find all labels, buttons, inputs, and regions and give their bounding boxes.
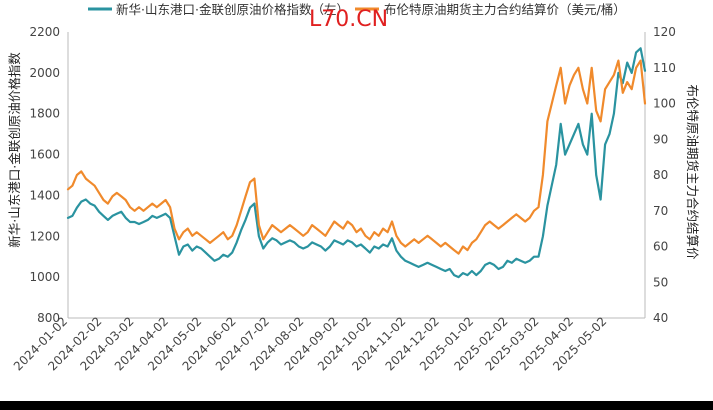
right-tick-label: 90 [653, 132, 668, 146]
left-tick-label: 1000 [29, 270, 60, 284]
right-tick-label: 80 [653, 168, 668, 182]
left-tick-label: 1600 [29, 148, 60, 162]
left-tick-label: 800 [37, 311, 60, 325]
left-tick-label: 1200 [29, 229, 60, 243]
legend-label-series1: 新华·山东港口·金联创原油价格指数（左） [116, 2, 349, 17]
right-tick-label: 40 [653, 311, 668, 325]
watermark-text: L70.CN [309, 7, 388, 32]
right-tick-label: 110 [653, 61, 676, 75]
left-tick-label: 1800 [29, 107, 60, 121]
right-tick-label: 120 [653, 25, 676, 39]
axes [67, 32, 646, 319]
left-tick-label: 1400 [29, 188, 60, 202]
right-axis-label: 布伦特原油期货主力合约结算价 [685, 84, 700, 260]
legend: 新华·山东港口·金联创原油价格指数（左） 布伦特原油期货主力合约结算价（美元/桶… [88, 2, 626, 17]
series-lines [66, 47, 647, 279]
left-axis-ticks: 2200 2000 1800 1600 1400 1200 1000 800 [29, 25, 60, 325]
series-line-1 [66, 47, 647, 279]
series-line-2 [66, 59, 647, 255]
x-axis-ticks: 2024-01-022024-02-022024-03-022024-04-02… [11, 314, 609, 373]
right-tick-label: 50 [653, 275, 668, 289]
right-tick-label: 70 [653, 204, 668, 218]
left-tick-label: 2000 [29, 66, 60, 80]
right-tick-label: 60 [653, 240, 668, 254]
right-tick-label: 100 [653, 97, 676, 111]
right-axis-ticks: 120 110 100 90 80 70 60 50 40 [653, 25, 676, 325]
left-tick-label: 2200 [29, 25, 60, 39]
bottom-bar [0, 401, 713, 410]
legend-label-series2: 布伦特原油期货主力合约结算价（美元/桶） [384, 2, 626, 17]
left-axis-label: 新华·山东港口·金联创原油价格指数 [7, 52, 22, 248]
dual-axis-line-chart: 新华·山东港口·金联创原油价格指数（左） 布伦特原油期货主力合约结算价（美元/桶… [7, 2, 700, 373]
